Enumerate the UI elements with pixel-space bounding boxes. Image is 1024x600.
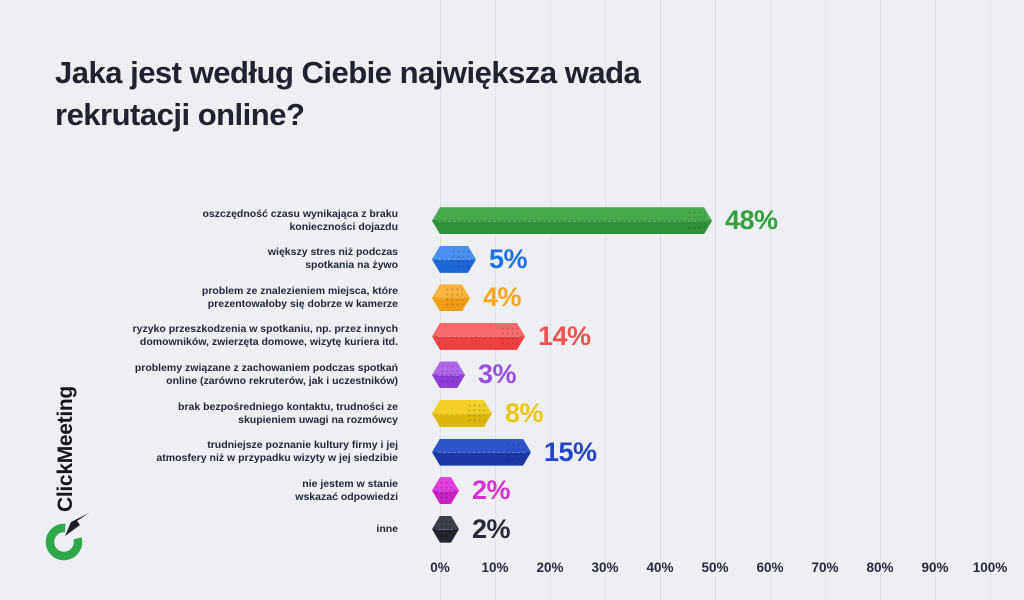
chart-row: oszczędność czasu wynikająca z braku kon… <box>0 202 1024 241</box>
bar-midline <box>438 529 453 530</box>
category-label: większy stres niż podczas spotkania na ż… <box>267 246 398 272</box>
axis-tick-label: 20% <box>536 560 564 575</box>
bar-halftone-texture <box>440 364 458 385</box>
chart-row: trudniejsze poznanie kultury firmy i jej… <box>0 433 1024 472</box>
bar <box>432 477 459 504</box>
category-label: inne <box>376 522 398 535</box>
bar-halftone-texture <box>506 442 524 463</box>
bar-midline <box>438 414 486 415</box>
chart-row: ryzyko przeszkodzenia w spotkaniu, np. p… <box>0 317 1024 356</box>
axis-tick-label: 0% <box>430 560 450 575</box>
bar-halftone-texture <box>434 480 452 501</box>
bar <box>432 284 470 311</box>
axis-tick-label: 60% <box>756 560 784 575</box>
clickmeeting-logo-icon <box>45 513 89 561</box>
value-label: 2% <box>472 475 511 506</box>
chart-row: problem ze znalezieniem miejsca, które p… <box>0 279 1024 318</box>
brand-name: ClickMeeting <box>54 386 77 512</box>
category-label: problemy związane z zachowaniem podczas … <box>134 361 398 387</box>
bar <box>432 400 492 427</box>
gridline <box>990 0 991 600</box>
chart-row: brak bezpośredniego kontaktu, trudności … <box>0 394 1024 433</box>
category-label: ryzyko przeszkodzenia w spotkaniu, np. p… <box>132 323 398 349</box>
bar-halftone-texture <box>500 326 518 347</box>
gridline <box>935 0 936 600</box>
category-label: nie jestem w stanie wskazać odpowiedzi <box>295 477 398 503</box>
axis-tick-label: 30% <box>591 560 619 575</box>
bar <box>432 439 531 466</box>
axis-tick-label: 40% <box>646 560 674 575</box>
bar <box>432 323 525 350</box>
bar-midline <box>438 298 464 299</box>
bar <box>432 361 465 388</box>
axis-tick-label: 50% <box>701 560 729 575</box>
bar <box>432 207 712 234</box>
bar <box>432 516 459 543</box>
brand-logo: ClickMeeting <box>40 350 92 575</box>
category-label: trudniejsze poznanie kultury firmy i jej… <box>156 439 398 465</box>
bar-halftone-texture <box>445 287 463 308</box>
gridline <box>660 0 661 600</box>
bar-halftone-texture <box>434 519 452 540</box>
bar-halftone-texture <box>451 249 469 270</box>
bar-halftone-texture <box>467 403 485 424</box>
value-label: 14% <box>538 320 591 351</box>
gridline <box>880 0 881 600</box>
value-label: 8% <box>505 398 544 429</box>
value-label: 3% <box>478 359 517 390</box>
axis-tick-label: 80% <box>866 560 894 575</box>
value-label: 15% <box>544 436 597 467</box>
bar <box>432 246 476 273</box>
gridline <box>715 0 716 600</box>
chart-row: inne 2% <box>0 510 1024 549</box>
category-label: brak bezpośredniego kontaktu, trudności … <box>178 400 398 426</box>
gridline <box>770 0 771 600</box>
gridline <box>605 0 606 600</box>
bar-midline <box>438 221 706 222</box>
gridline <box>825 0 826 600</box>
category-label: oszczędność czasu wynikająca z braku kon… <box>202 207 398 233</box>
bar-midline <box>438 375 459 376</box>
value-label: 4% <box>483 282 522 313</box>
gridline <box>550 0 551 600</box>
chart-row: większy stres niż podczas spotkania na ż… <box>0 240 1024 279</box>
value-label: 5% <box>489 243 528 274</box>
category-label: problem ze znalezieniem miejsca, które p… <box>201 284 398 310</box>
value-label: 48% <box>725 205 778 236</box>
bar-midline <box>438 491 453 492</box>
axis-tick-label: 70% <box>811 560 839 575</box>
bar-midline <box>438 452 525 453</box>
chart-row: problemy związane z zachowaniem podczas … <box>0 356 1024 395</box>
axis-tick-label: 10% <box>481 560 509 575</box>
chart-title: Jaka jest według Ciebie największa wada … <box>55 55 641 132</box>
gridline <box>495 0 496 600</box>
axis-tick-label: 90% <box>921 560 949 575</box>
chart-row: nie jestem w stanie wskazać odpowiedzi 2% <box>0 471 1024 510</box>
axis-tick-label: 100% <box>972 560 1008 575</box>
value-label: 2% <box>472 513 511 544</box>
bar-midline <box>438 336 519 337</box>
bar-midline <box>438 259 470 260</box>
bar-halftone-texture <box>687 210 705 231</box>
